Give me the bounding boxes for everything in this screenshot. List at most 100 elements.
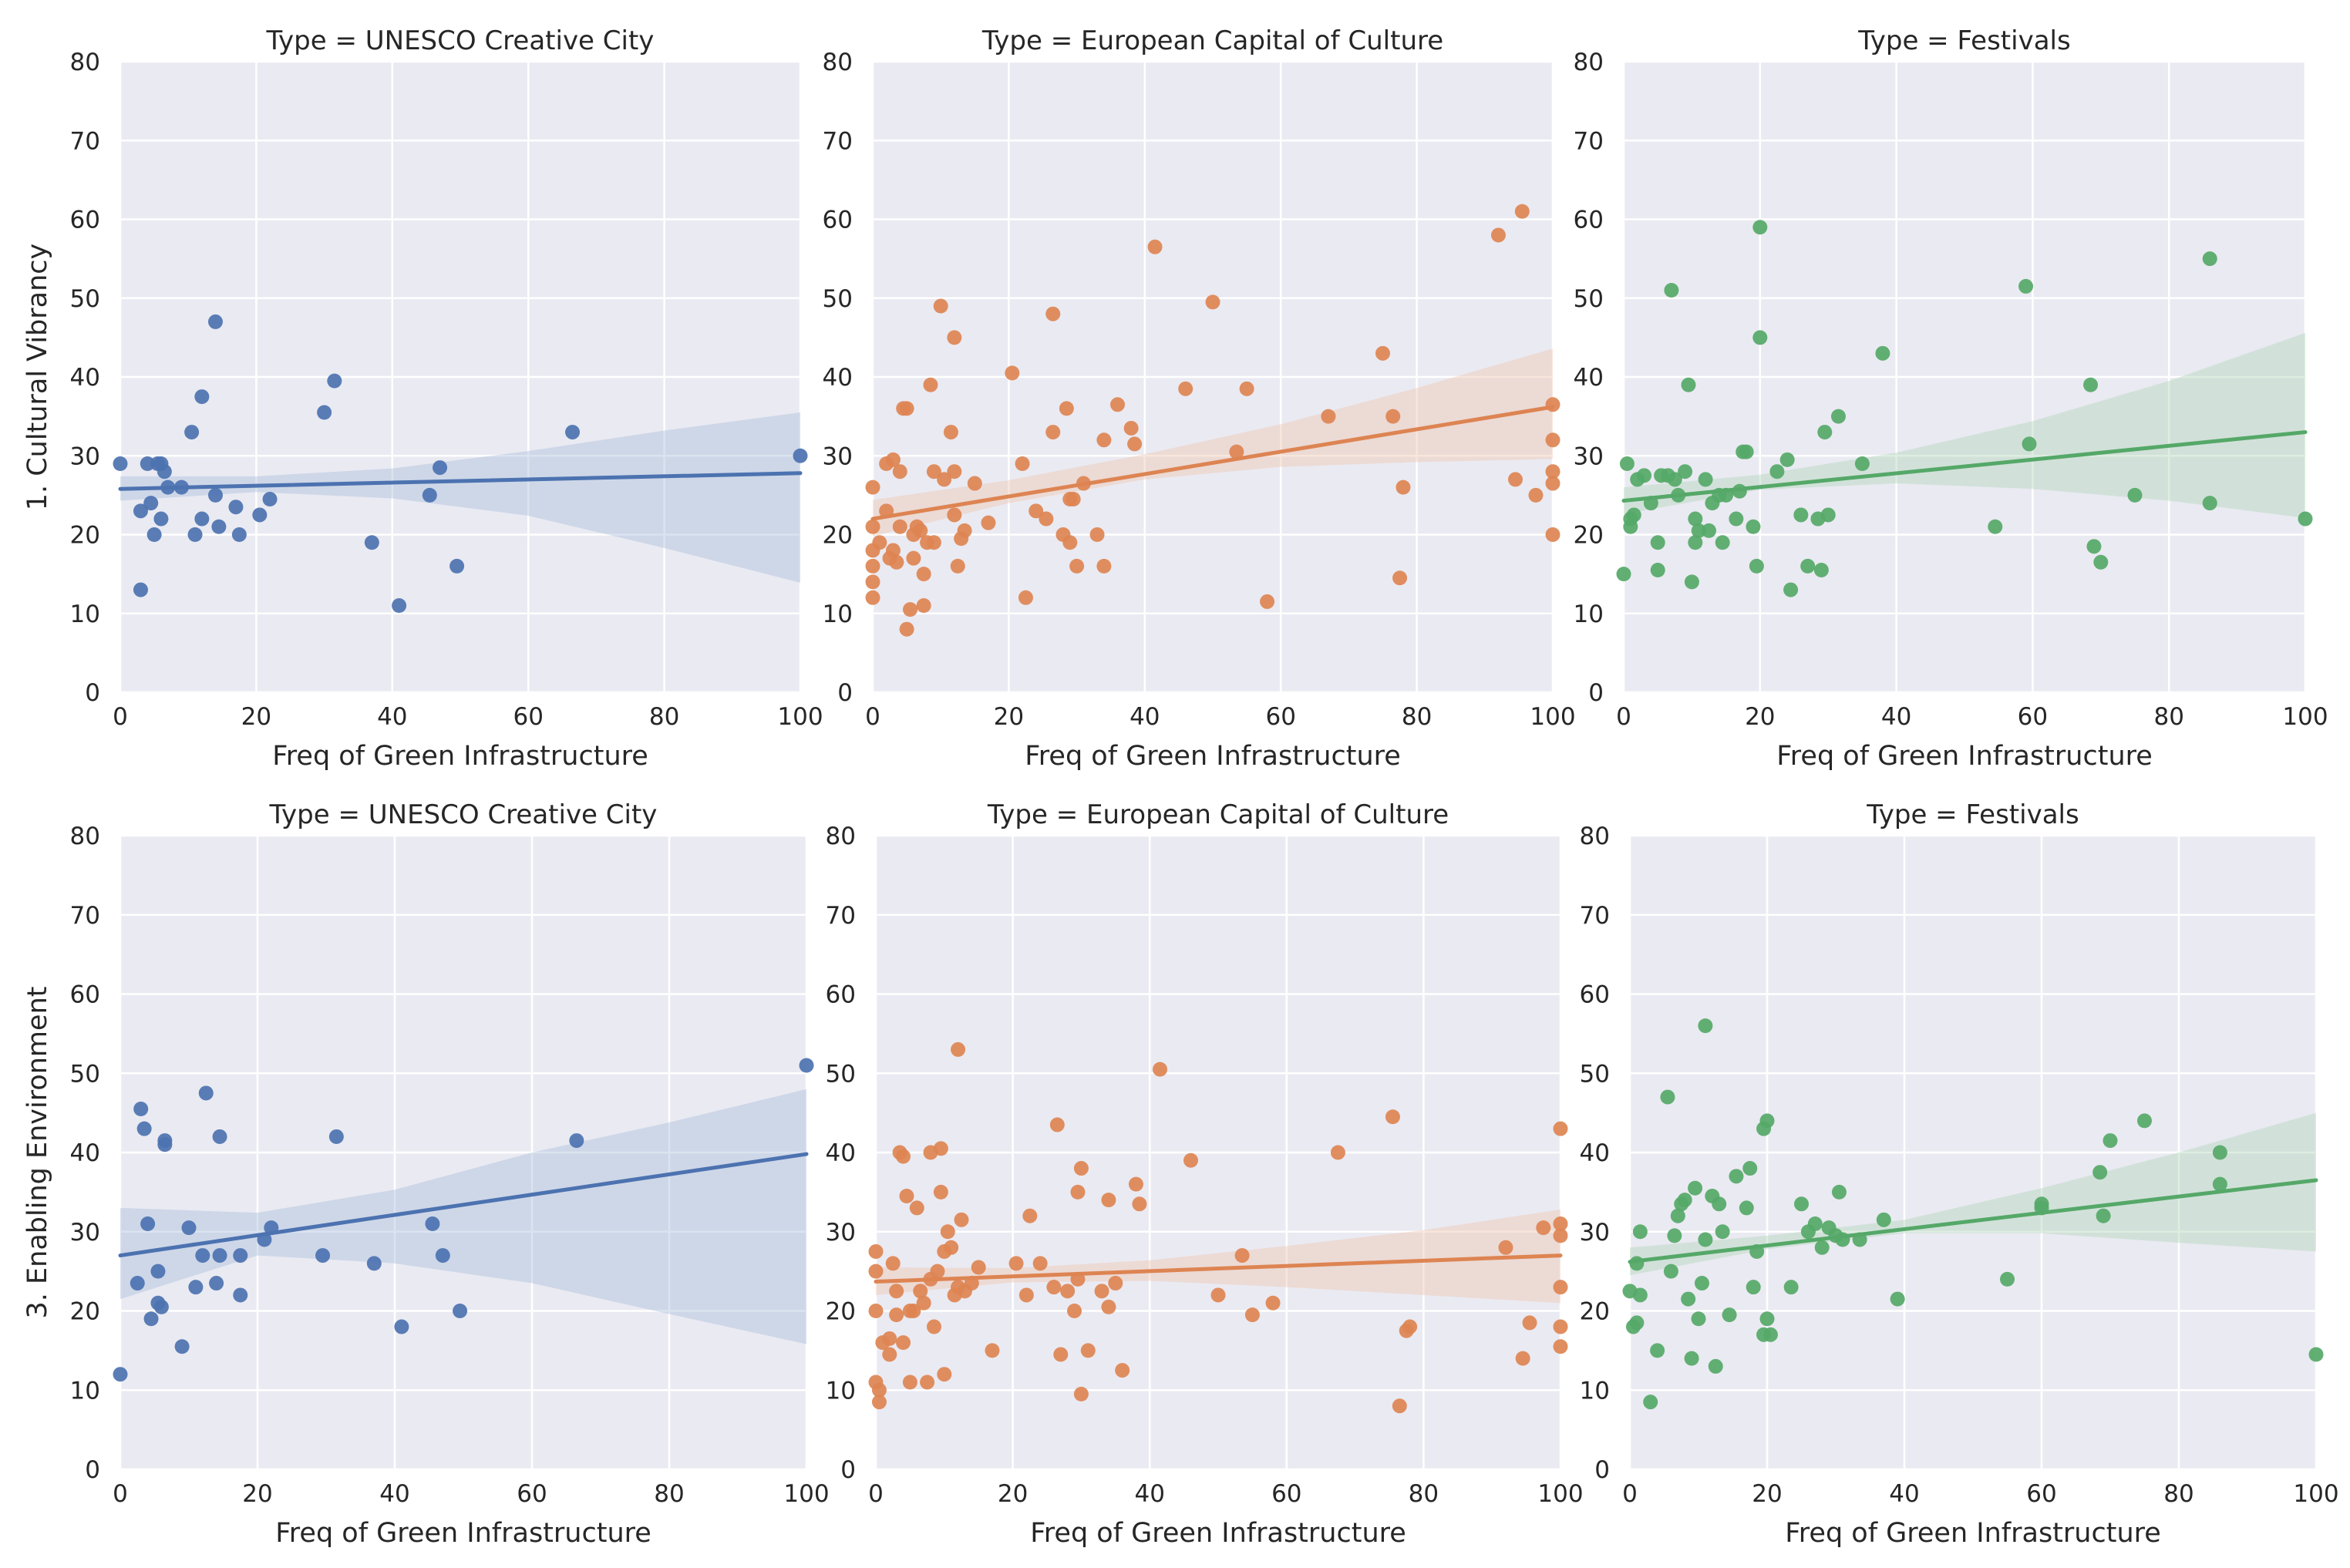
scatter-point	[181, 1220, 197, 1236]
scatter-point	[1375, 345, 1390, 361]
scatter-point	[1396, 479, 1411, 495]
scatter-point	[327, 373, 342, 389]
scatter-point	[1632, 1287, 1648, 1303]
scatter-point	[868, 1263, 884, 1279]
scatter-point	[1660, 1089, 1675, 1105]
scatter-point	[394, 1319, 409, 1334]
scatter-point	[1183, 1152, 1198, 1168]
scatter-point	[1643, 1395, 1658, 1410]
scatter-point	[569, 1133, 584, 1149]
scatter-point	[871, 1382, 887, 1398]
scatter-point	[950, 558, 965, 574]
y-tick-label: 40	[823, 364, 853, 392]
scatter-point	[1205, 294, 1220, 310]
y-tick-label: 30	[1574, 442, 1604, 470]
confidence-band	[1624, 332, 2305, 519]
y-tick-label: 50	[826, 1060, 856, 1088]
scatter-point	[1490, 227, 1506, 243]
x-tick-label: 80	[1402, 703, 1432, 731]
x-tick-label: 100	[2282, 703, 2328, 731]
scatter-point	[913, 523, 928, 538]
x-tick-label: 40	[1134, 1480, 1164, 1508]
x-tick-label: 0	[113, 703, 128, 731]
scatter-point	[1545, 476, 1560, 491]
scatter-point	[926, 1319, 941, 1334]
regression-line	[1628, 1178, 2318, 1264]
regression-line	[118, 471, 803, 491]
x-axis-label: Freq of Green Infrastructure	[1030, 1518, 1406, 1549]
y-axis-label: 3. Enabling Environment	[22, 987, 53, 1319]
x-tick-label: 80	[2163, 1480, 2193, 1508]
scatter-point	[422, 487, 437, 503]
scatter-point	[140, 456, 155, 471]
scatter-point	[1089, 527, 1105, 542]
x-tick-label: 0	[1622, 1480, 1638, 1508]
scatter-point	[233, 1248, 248, 1263]
scatter-point	[1830, 409, 1846, 424]
scatter-point	[449, 558, 465, 574]
scatter-point	[228, 500, 244, 515]
scatter-point	[1032, 1256, 1048, 1271]
scatter-point	[194, 389, 210, 405]
scatter-point	[136, 1121, 152, 1136]
y-tick-label: 50	[70, 1060, 100, 1088]
scatter-point	[198, 1085, 214, 1101]
y-tick-label: 30	[1580, 1219, 1610, 1247]
scatter-point	[1712, 1196, 1727, 1212]
y-tick-label: 0	[1588, 679, 1604, 707]
x-tick-label: 80	[2153, 703, 2183, 731]
scatter-point	[1507, 472, 1523, 487]
scatter-point	[1066, 491, 1081, 506]
y-tick-label: 40	[1574, 364, 1604, 392]
scatter-point	[1854, 456, 1870, 471]
y-tick-label: 60	[70, 207, 100, 234]
x-tick-label: 20	[998, 1480, 1028, 1508]
scatter-point	[899, 1189, 914, 1204]
scatter-point	[985, 1343, 1000, 1358]
scatter-point	[909, 1200, 924, 1216]
scatter-point	[1650, 563, 1665, 578]
scatter-point	[920, 1375, 935, 1390]
scatter-point	[1210, 1287, 1226, 1303]
scatter-point	[140, 1216, 156, 1231]
scatter-point	[1667, 472, 1682, 487]
x-tick-label: 100	[1537, 1480, 1583, 1508]
x-tick-label: 60	[2018, 703, 2048, 731]
x-tick-label: 0	[1616, 703, 1631, 731]
scatter-point	[1402, 1319, 1418, 1334]
scatter-point	[885, 543, 901, 558]
y-tick-label: 60	[826, 981, 856, 1009]
chart-panel-1: 0 20 40 60 80 100 0 10 20 30 40 50 60 70 80 Type = UNES…	[22, 25, 823, 772]
y-tick-label: 20	[70, 522, 100, 550]
scatter-point	[1746, 1280, 1761, 1295]
scatter-point	[793, 448, 808, 463]
scatter-point	[882, 1347, 897, 1362]
scatter-point	[1759, 1113, 1775, 1129]
x-tick-label: 80	[654, 1480, 684, 1508]
y-tick-label: 40	[70, 364, 100, 392]
scatter-point	[425, 1216, 440, 1231]
regression-line	[1621, 430, 2308, 503]
scatter-point	[1536, 1220, 1551, 1236]
y-tick-label: 30	[826, 1219, 856, 1247]
x-axis-label: Freq of Green Infrastructure	[275, 1518, 651, 1549]
x-tick-label: 40	[1881, 703, 1911, 731]
scatter-point	[1702, 523, 1716, 538]
scatter-point	[1045, 306, 1061, 321]
scatter-point	[565, 425, 581, 440]
scatter-point	[1178, 381, 1194, 396]
chart-panel-5: 0 20 40 60 80 100 0 10 20 30 40 50 60 70 80 Type = Euro…	[826, 799, 1584, 1549]
scatter-point	[930, 1263, 945, 1279]
scatter-point	[133, 1101, 149, 1116]
scatter-point	[1080, 1343, 1096, 1358]
scatter-point	[1800, 558, 1816, 574]
scatter-point	[1875, 345, 1890, 361]
scatter-point	[211, 519, 227, 534]
x-tick-label: 100	[1530, 703, 1575, 731]
x-tick-label: 80	[649, 703, 679, 731]
scatter-point	[885, 452, 901, 467]
chart-panel-4: 0 20 40 60 80 100 0 10 20 30 40 50 60 70 80 Type = UNES…	[22, 799, 830, 1549]
x-tick-label: 60	[517, 1480, 547, 1508]
y-tick-label: 10	[1574, 601, 1604, 628]
scatter-point	[1807, 1216, 1823, 1231]
